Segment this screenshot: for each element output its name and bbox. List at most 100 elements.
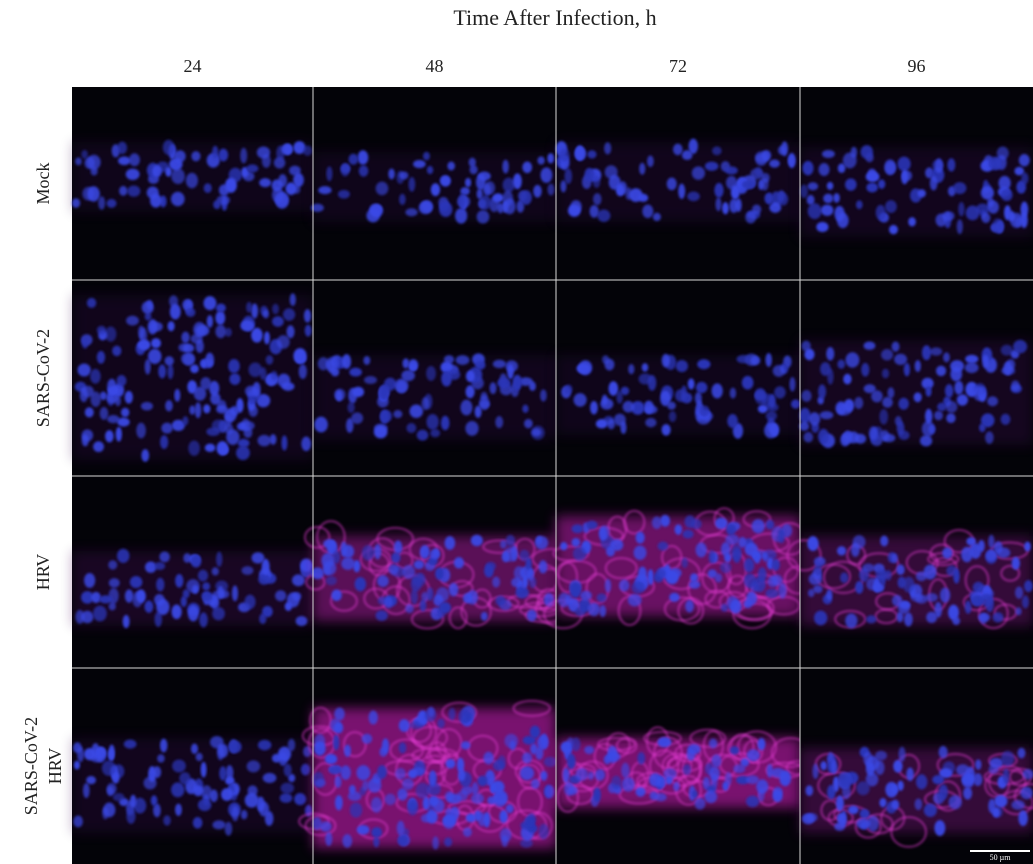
nucleus — [711, 754, 722, 768]
nucleus — [475, 360, 486, 370]
nucleus — [743, 573, 757, 588]
column-label: 24 — [184, 56, 202, 76]
cytoplasm-stain — [936, 752, 975, 777]
nucleus — [476, 210, 490, 224]
nucleus — [956, 219, 963, 235]
nucleus — [672, 143, 683, 156]
nucleus — [655, 568, 666, 579]
nucleus — [457, 790, 468, 801]
nucleus — [946, 413, 956, 424]
nucleus — [144, 561, 157, 573]
nucleus — [766, 192, 773, 205]
nucleus — [882, 396, 893, 408]
nucleus — [929, 176, 938, 191]
nucleus — [530, 778, 540, 789]
nucleus — [781, 141, 789, 157]
nucleus — [973, 773, 983, 786]
cytoplasm-stain — [410, 609, 445, 630]
nucleus — [525, 557, 532, 571]
nucleus — [140, 401, 154, 411]
nucleus — [293, 348, 307, 364]
nucleus — [1011, 556, 1020, 570]
nucleus — [271, 316, 284, 327]
nucleus — [224, 423, 234, 435]
nucleus — [807, 182, 819, 191]
nucleus — [709, 766, 720, 781]
nucleus — [855, 581, 864, 594]
nucleus — [915, 571, 927, 582]
nucleus — [596, 593, 607, 603]
nucleus — [988, 156, 1003, 171]
nucleus — [611, 775, 622, 790]
nucleus — [418, 201, 433, 215]
nucleus — [1015, 607, 1022, 616]
nucleus — [1007, 210, 1016, 222]
nucleus — [212, 590, 226, 600]
nucleus — [143, 776, 157, 790]
nucleus — [200, 377, 212, 390]
nucleus — [112, 345, 122, 357]
nucleus — [152, 766, 162, 779]
nucleus — [81, 337, 89, 349]
nucleus — [691, 166, 706, 180]
nucleus — [197, 798, 212, 812]
nucleus — [840, 572, 849, 584]
nucleus — [193, 785, 204, 797]
nucleus — [935, 365, 947, 377]
nucleus — [801, 390, 812, 402]
nucleus — [897, 156, 911, 172]
nucleus — [137, 339, 151, 351]
nucleus — [526, 609, 537, 622]
nucleus — [99, 407, 109, 420]
nucleus — [419, 545, 430, 559]
nucleus — [725, 166, 738, 175]
nucleus — [790, 399, 801, 409]
nucleus — [516, 200, 525, 213]
row-label: Mock — [33, 163, 53, 205]
nucleus — [259, 367, 267, 380]
nucleus — [474, 405, 482, 418]
nucleus — [458, 193, 466, 209]
nucleus — [885, 200, 897, 214]
nucleus — [236, 445, 250, 461]
nucleus — [538, 823, 549, 840]
nucleus — [111, 772, 120, 784]
nucleus — [769, 159, 780, 168]
nucleus — [329, 765, 342, 775]
nucleus — [105, 326, 117, 342]
nucleus — [816, 221, 829, 233]
nucleus — [286, 325, 295, 339]
nucleus — [276, 335, 290, 349]
nucleus — [182, 416, 189, 426]
nucleus — [81, 149, 88, 159]
nucleus — [879, 409, 889, 425]
nucleus — [823, 193, 834, 204]
nucleus — [71, 198, 81, 208]
nucleus — [244, 594, 256, 610]
nucleus — [394, 378, 409, 393]
nucleus — [686, 748, 696, 761]
nucleus — [939, 768, 953, 779]
nucleus — [856, 781, 870, 796]
nucleus — [932, 775, 945, 785]
nucleus — [914, 798, 923, 811]
nucleus — [729, 746, 740, 755]
nucleus — [442, 815, 455, 830]
micrograph-panel — [298, 668, 557, 864]
nucleus — [323, 560, 337, 576]
nucleus — [174, 150, 186, 163]
nucleus — [154, 562, 166, 571]
nucleus — [567, 786, 578, 795]
nucleus — [218, 184, 230, 196]
cytoplasm-stain — [309, 706, 332, 734]
nucleus — [745, 210, 757, 224]
nucleus — [1013, 339, 1028, 354]
nucleus — [607, 418, 616, 430]
cytoplasm-stain — [330, 590, 358, 612]
nucleus — [413, 560, 425, 570]
nucleus — [231, 585, 239, 602]
nucleus — [938, 784, 949, 800]
nucleus — [730, 544, 742, 561]
nucleus — [193, 386, 207, 401]
